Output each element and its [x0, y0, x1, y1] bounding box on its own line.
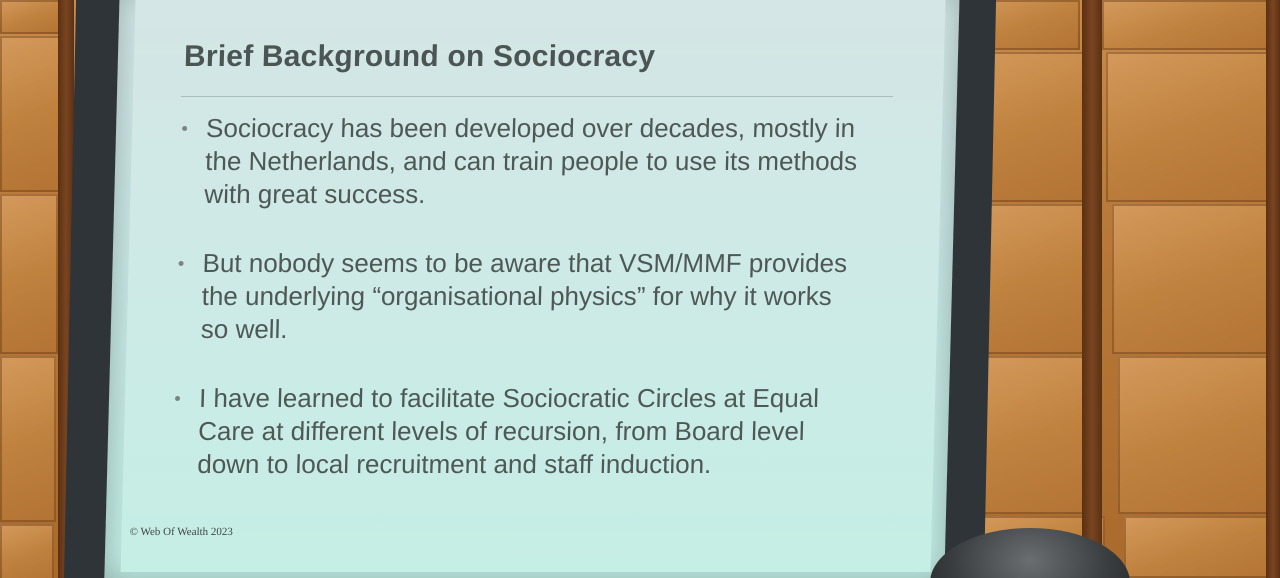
wood-panel	[1102, 0, 1272, 50]
wood-panel	[1112, 204, 1280, 354]
wood-panel	[0, 356, 56, 522]
bullet-line: Care at different levels of recursion, f…	[197, 416, 806, 446]
bullet-line: so well.	[200, 314, 288, 344]
wood-panel	[0, 36, 60, 192]
wood-panel	[1118, 356, 1280, 514]
bullet-line: the underlying “organisational physics” …	[201, 281, 833, 311]
bullet-item: I have learned to facilitate Sociocratic…	[163, 382, 886, 481]
bullet-dot-icon	[178, 261, 184, 266]
wood-post	[1082, 0, 1102, 578]
bullet-line: the Netherlands, and can train people to…	[204, 146, 858, 176]
wood-panel	[975, 356, 1100, 514]
bullet-line: Sociocracy has been developed over decad…	[205, 113, 856, 143]
wood-panel	[0, 0, 62, 34]
bullet-item: But nobody seems to be aware that VSM/MM…	[166, 247, 889, 346]
title-divider	[180, 96, 893, 97]
wood-panel	[1106, 52, 1276, 202]
wood-panel	[0, 524, 54, 578]
wood-panel	[1124, 516, 1280, 578]
copyright-notice: © Web Of Wealth 2023	[129, 526, 234, 538]
wood-panel	[0, 194, 58, 354]
wood-post	[1266, 0, 1280, 578]
bullet-line: I have learned to facilitate Sociocratic…	[198, 383, 820, 413]
presentation-slide: Brief Background on Sociocracy Sociocrac…	[120, 0, 946, 572]
bullet-item: Sociocracy has been developed over decad…	[170, 112, 893, 211]
slide-title: Brief Background on Sociocracy	[183, 40, 656, 73]
bullet-line: down to local recruitment and staff indu…	[196, 449, 712, 479]
bullet-dot-icon	[182, 126, 188, 131]
bullet-line: with great success.	[204, 179, 426, 209]
bullet-dot-icon	[174, 396, 181, 401]
bullet-list: Sociocracy has been developed over decad…	[162, 112, 893, 517]
bullet-line: But nobody seems to be aware that VSM/MM…	[202, 248, 848, 278]
